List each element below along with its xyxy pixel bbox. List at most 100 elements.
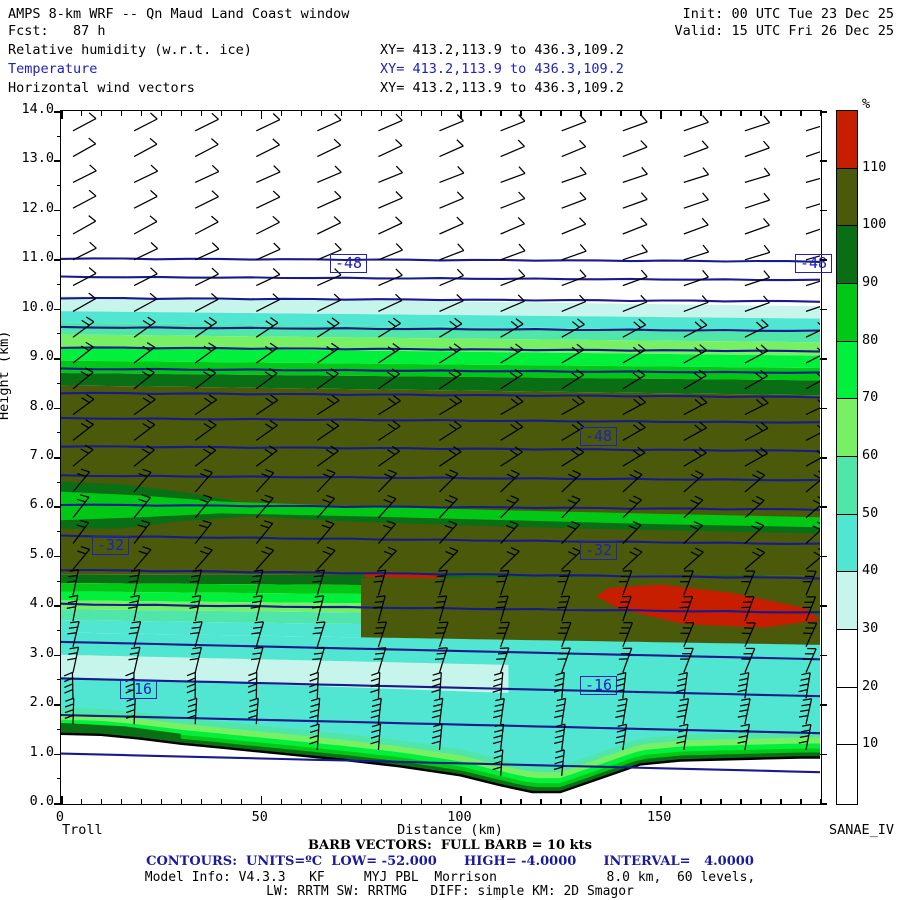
barb-feather — [141, 371, 151, 377]
barb-feather — [456, 191, 464, 199]
barb-feather — [816, 372, 820, 377]
barb-feather — [555, 729, 565, 733]
barb-feather — [690, 499, 699, 505]
barb-shaft — [133, 170, 158, 183]
barb-shaft — [316, 399, 340, 416]
axis-tick — [140, 110, 143, 116]
barb-feather — [499, 647, 509, 650]
barb-shaft — [744, 552, 766, 570]
colorbar-band-11 — [837, 745, 857, 803]
barb-feather — [637, 446, 646, 454]
axis-tick — [200, 799, 203, 805]
axis-tick — [700, 110, 702, 116]
barb-feather — [816, 347, 820, 351]
barb-feather — [130, 626, 140, 629]
barb-feather — [694, 321, 703, 329]
barb-feather — [817, 547, 820, 551]
barb-feather — [334, 113, 342, 121]
colorbar-unit-label: % — [862, 96, 871, 112]
barb-feather — [208, 394, 217, 401]
axis-tick — [820, 358, 827, 360]
axis-tick — [260, 110, 263, 119]
barb-shaft — [805, 672, 811, 699]
barb-feather — [249, 703, 258, 708]
barb-shaft — [622, 474, 643, 493]
isotherm-4 — [61, 346, 820, 353]
barb-feather — [628, 499, 638, 505]
barb-feather — [555, 749, 565, 754]
barb-feather — [554, 709, 565, 713]
barb-feather — [76, 498, 86, 503]
barb-feather — [211, 112, 219, 120]
axis-tick — [420, 799, 423, 805]
barb-feather — [456, 113, 464, 122]
barb-feather — [68, 626, 78, 629]
barb-shaft — [316, 450, 339, 467]
barb-feather — [615, 740, 625, 744]
barb-feather — [760, 421, 769, 429]
barb-shaft — [500, 348, 524, 364]
barb-shaft — [805, 596, 817, 622]
barb-shaft — [256, 144, 280, 158]
barb-feather — [330, 368, 339, 375]
colorbar-label-90: 90 — [862, 274, 879, 290]
barb-feather — [147, 316, 156, 323]
barb-shaft — [744, 499, 765, 519]
barb-feather — [677, 709, 687, 713]
axis-tick — [340, 110, 343, 116]
y-tick-0.0: 0.0 — [29, 793, 54, 809]
barb-shaft — [72, 569, 80, 596]
barb-feather — [617, 703, 627, 707]
barb-shaft — [805, 228, 820, 235]
header-valid: Valid: 15 UTC Fri 26 Dec 25 — [674, 23, 894, 39]
barb-feather — [517, 216, 525, 225]
barb-feather — [80, 468, 90, 473]
barb-feather — [816, 521, 820, 525]
barb-feather — [63, 671, 73, 677]
isotherm-13 — [61, 602, 820, 614]
barb-shaft — [683, 622, 695, 648]
axis-tick — [57, 209, 61, 211]
y-tick-3.0: 3.0 — [29, 644, 54, 661]
barb-feather — [150, 189, 158, 197]
barb-feather — [81, 397, 90, 404]
rh-tongue-80 — [61, 491, 820, 528]
axis-tick — [140, 799, 143, 805]
barb-feather — [208, 342, 217, 349]
axis-tick — [720, 799, 722, 805]
barb-feather — [737, 714, 747, 718]
barb-shaft — [622, 426, 646, 441]
barb-shaft — [683, 174, 709, 183]
axis-tick — [560, 110, 562, 116]
barb-feather — [701, 140, 709, 148]
barb-feather — [432, 729, 442, 733]
barb-feather — [572, 469, 581, 475]
barb-feather — [187, 703, 197, 708]
barb-feather — [64, 714, 74, 720]
axis-tick — [57, 580, 61, 582]
barb-feather — [67, 600, 77, 604]
y-tick-2.0: 2.0 — [29, 694, 54, 711]
barb-feather — [740, 723, 750, 727]
barb-feather — [493, 683, 502, 688]
barb-feather — [517, 294, 525, 302]
barb-feather — [495, 697, 505, 702]
barb-feather — [679, 698, 689, 702]
barb-shaft — [622, 251, 648, 261]
y-tick-9.0: 9.0 — [29, 348, 54, 365]
barb-feather — [579, 139, 587, 148]
axis-tick — [680, 799, 682, 805]
barb-shaft — [72, 449, 94, 467]
barb-feather — [370, 740, 380, 745]
barb-feather — [763, 270, 771, 278]
axis-tick — [57, 259, 61, 261]
barb-feather — [270, 394, 279, 401]
barb-feather — [85, 316, 95, 323]
barb-feather — [130, 569, 140, 572]
barb-shaft — [683, 301, 709, 312]
barb-feather — [88, 215, 97, 222]
barb-feather — [211, 164, 220, 173]
barb-feather — [763, 192, 771, 201]
barb-feather — [260, 524, 270, 529]
